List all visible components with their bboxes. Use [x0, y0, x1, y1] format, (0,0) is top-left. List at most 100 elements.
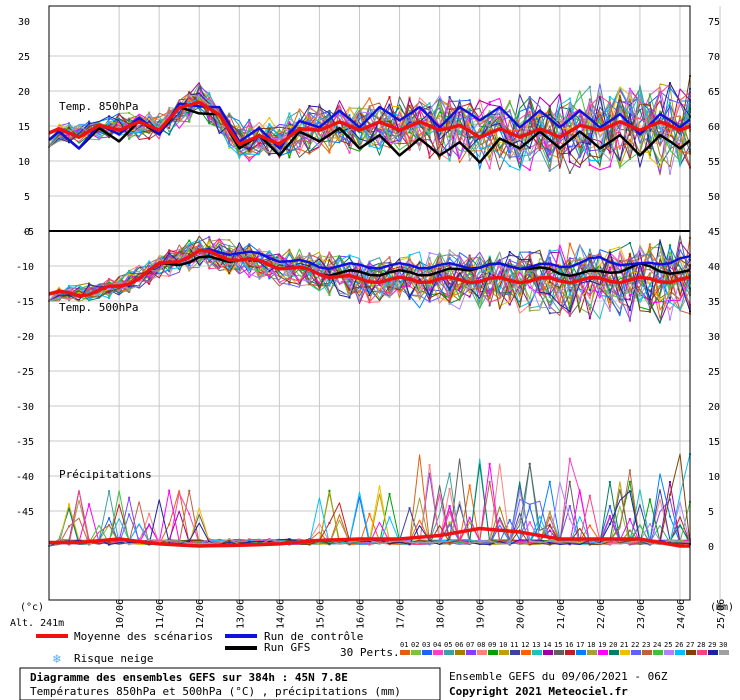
t850-member-line-point — [508, 129, 511, 132]
t500-member-line-point — [148, 278, 151, 281]
t500-member-line-point — [508, 274, 511, 277]
precip-right-tick: 30 — [708, 332, 720, 343]
t500-member-line-point — [548, 295, 551, 298]
t850-left-tick: 15 — [18, 122, 30, 133]
t850-member-line-point — [268, 123, 271, 126]
t500-member-line-point — [408, 295, 411, 298]
t850-member-line-point — [608, 158, 611, 161]
t500-member-line-point — [248, 272, 251, 275]
t500-member-line-point — [568, 293, 571, 296]
t850-member-line-point — [588, 114, 591, 117]
t500-member-line-point — [228, 239, 231, 242]
precip-member-line-point — [648, 498, 651, 501]
t850-member-line-point — [468, 102, 471, 105]
t850-member-line-point — [348, 107, 351, 110]
t500-member-line-point — [408, 266, 411, 269]
t500-member-line-point — [528, 260, 531, 263]
t500-member-line-point — [628, 318, 631, 321]
t500-member-line-point — [208, 258, 211, 261]
precip-member-line-point — [188, 542, 191, 545]
t500-member-line-point — [568, 267, 571, 270]
t850-member-line-point — [108, 121, 111, 124]
t850-member-line-point — [168, 127, 171, 130]
t500-member-line-point — [668, 299, 671, 302]
t850-member-line-point — [528, 168, 531, 171]
precip-member-line-point — [428, 539, 431, 542]
t500-member-line-point — [648, 302, 651, 305]
t500-member-line-point — [668, 258, 671, 261]
legend-perts-label: 30 Perts. — [340, 646, 400, 659]
precip-member-line-point — [608, 481, 611, 484]
t850-member-line-point — [368, 135, 371, 138]
t850-member-line-point — [588, 100, 591, 103]
t500-member-line-point — [248, 261, 251, 264]
t850-member-line-point — [88, 120, 91, 123]
t850-member-line-point — [528, 126, 531, 129]
t500-member-line-point — [568, 260, 571, 263]
t850-member-line-point — [448, 99, 451, 102]
t500-member-line-point — [508, 291, 511, 294]
t500-member-line-point — [288, 262, 291, 265]
t850-member-line-point — [448, 104, 451, 107]
t500-member-line-point — [388, 290, 391, 293]
precip-member-line-point — [128, 541, 131, 544]
t850-member-line-point — [668, 146, 671, 149]
t500-member-line-point — [308, 277, 311, 280]
precip-member-line-point — [428, 472, 431, 475]
t850-member-line-point — [428, 138, 431, 141]
t850-member-line-point — [448, 142, 451, 145]
t500-member-line-point — [328, 282, 331, 285]
t500-member-line-point — [408, 282, 411, 285]
t500-member-line-point — [308, 282, 311, 285]
precip-member-line-point — [408, 507, 411, 510]
t850-member-line-point — [588, 98, 591, 101]
precip-member-line-point — [148, 524, 151, 527]
date-tick-label: 25/06 — [716, 599, 727, 629]
t850-member-line-point — [388, 136, 391, 139]
t500-mean-line — [48, 248, 691, 298]
t500-member-line-point — [588, 303, 591, 306]
t500-member-line-point — [248, 245, 251, 248]
t850-member-line-point — [548, 105, 551, 108]
pert-number: 10 — [499, 641, 507, 649]
t500-member-line-point — [428, 252, 431, 255]
t850-member-line-point — [188, 91, 191, 94]
t500-member-line-point — [168, 252, 171, 255]
precip-member-line-point — [448, 541, 451, 544]
precip-member-line-point — [528, 543, 531, 546]
t850-member-line-point — [288, 125, 291, 128]
t500-member-line-point — [608, 295, 611, 298]
t850-member-line-point — [308, 141, 311, 144]
t500-member-line-point — [448, 264, 451, 267]
t850-member-line-point — [348, 121, 351, 124]
t850-member-line-point — [288, 127, 291, 130]
t850-member-line-point — [428, 102, 431, 105]
t500-member-line-point — [508, 303, 511, 306]
t500-member-line-point — [388, 256, 391, 259]
pert-number: 17 — [576, 641, 584, 649]
t500-member-line-point — [448, 257, 451, 260]
pert-number: 08 — [477, 641, 485, 649]
t850-member-line-point — [568, 145, 571, 148]
precip-member-line-point — [148, 538, 151, 541]
t500-member-line-point — [128, 279, 131, 282]
t500-member-line-point — [228, 268, 231, 271]
precip-member-line-point — [528, 462, 531, 465]
t850-member-line-point — [608, 102, 611, 105]
pert-number: 30 — [719, 641, 727, 649]
t850-member-line-point — [568, 102, 571, 105]
t500-member-line-point — [148, 262, 151, 265]
t500-member-line-point — [588, 297, 591, 300]
t850-member-line-point — [628, 133, 631, 136]
t500-member-line-point — [568, 313, 571, 316]
precip-member-line-point — [208, 539, 211, 542]
t850-member-line-point — [148, 136, 151, 139]
t500-member-line-point — [208, 238, 211, 241]
t500-member-line-point — [588, 260, 591, 263]
t500-member-line-point — [208, 241, 211, 244]
t500-member-line-point — [668, 264, 671, 267]
main-runs-layer — [48, 100, 691, 548]
precip-member-line-point — [148, 512, 151, 515]
t850-member-line-point — [108, 117, 111, 120]
t850-member-line-point — [328, 144, 331, 147]
